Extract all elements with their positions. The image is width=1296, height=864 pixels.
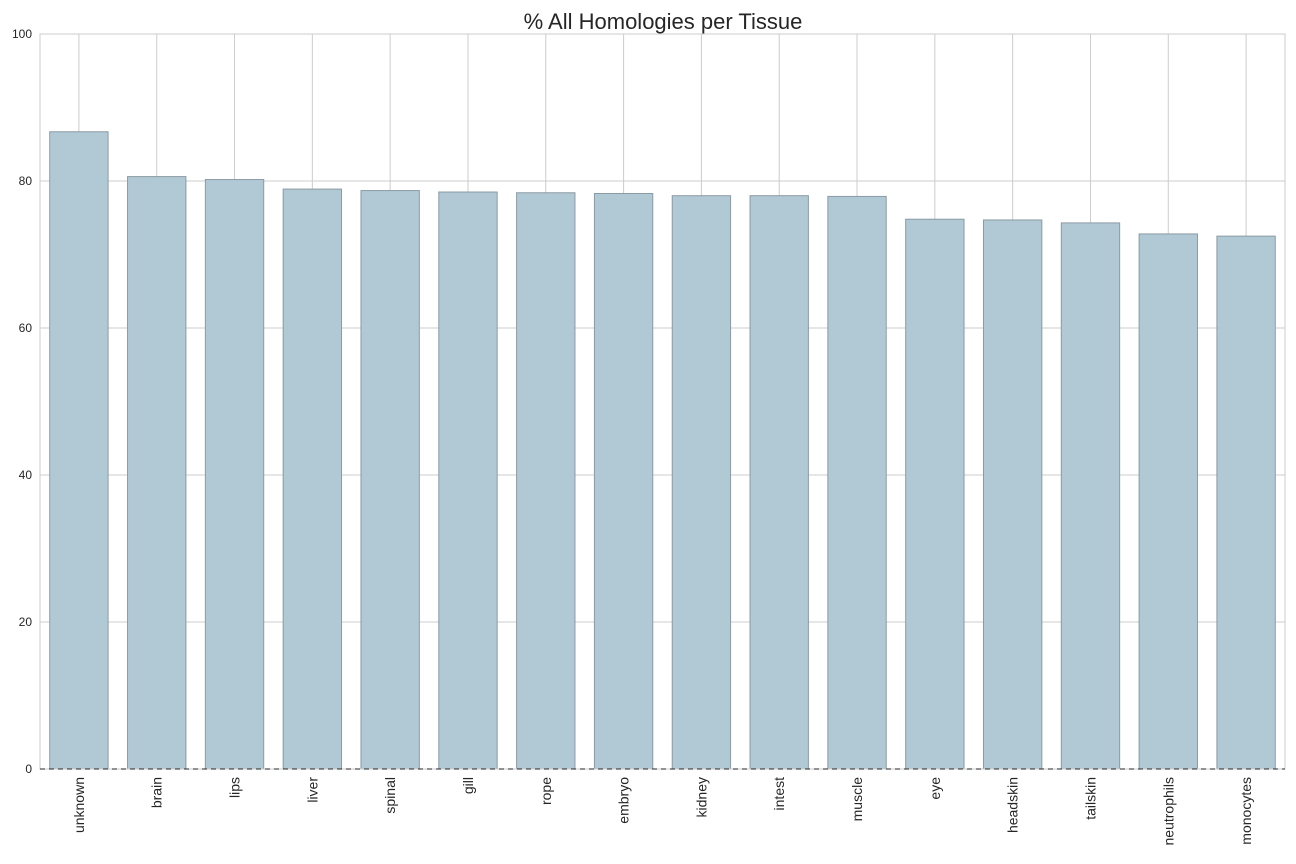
bars <box>49 131 1276 770</box>
x-tick-label-gill: gill <box>460 777 476 794</box>
x-tick-label-brain: brain <box>149 777 165 808</box>
x-axis-ticks: unknown brain lips liver spinal gill rope embry… <box>71 777 1254 846</box>
bar-eye <box>905 218 965 770</box>
bar-spinal <box>360 190 420 770</box>
y-tick-label: 0 <box>25 762 32 776</box>
x-tick-label-spinal: spinal <box>382 777 398 814</box>
y-tick-label: 100 <box>12 27 32 41</box>
x-tick-label-eye: eye <box>927 777 943 800</box>
x-tick-label-kidney: kidney <box>693 777 709 817</box>
bar-intest <box>749 195 809 770</box>
x-tick-label-lips: lips <box>227 777 243 798</box>
x-tick-label-muscle: muscle <box>849 777 865 822</box>
y-tick-label: 80 <box>19 174 33 188</box>
x-tick-label-monocytes: monocytes <box>1238 777 1254 845</box>
x-tick-label-unknown: unknown <box>71 777 87 833</box>
y-axis-ticks: 0 20 40 60 80 100 <box>12 27 32 776</box>
x-tick-label-intest: intest <box>771 777 787 811</box>
x-tick-label-embryo: embryo <box>616 777 632 824</box>
bar-unknown <box>49 131 109 770</box>
x-tick-label-neutrophils: neutrophils <box>1160 777 1176 846</box>
chart-title: % All Homologies per Tissue <box>524 9 803 34</box>
y-tick-label: 60 <box>19 321 33 335</box>
bar-tailskin <box>1060 222 1121 770</box>
bar-monocytes <box>1216 235 1276 770</box>
bar-embryo <box>593 192 654 770</box>
x-tick-label-liver: liver <box>304 777 320 803</box>
x-tick-label-tailskin: tailskin <box>1082 777 1098 820</box>
x-tick-label-headskin: headskin <box>1005 777 1021 833</box>
bar-gill <box>438 191 498 770</box>
x-tick-label-rope: rope <box>538 777 554 805</box>
bar-headskin <box>982 219 1043 770</box>
bar-kidney <box>671 195 732 770</box>
y-tick-label: 40 <box>19 468 33 482</box>
bar-liver <box>282 188 343 770</box>
bar-muscle <box>827 195 887 770</box>
bar-lips <box>204 179 265 770</box>
bar-brain <box>127 176 187 770</box>
bar-rope <box>516 192 576 770</box>
bar-neutrophils <box>1138 233 1198 770</box>
y-tick-label: 20 <box>19 615 33 629</box>
